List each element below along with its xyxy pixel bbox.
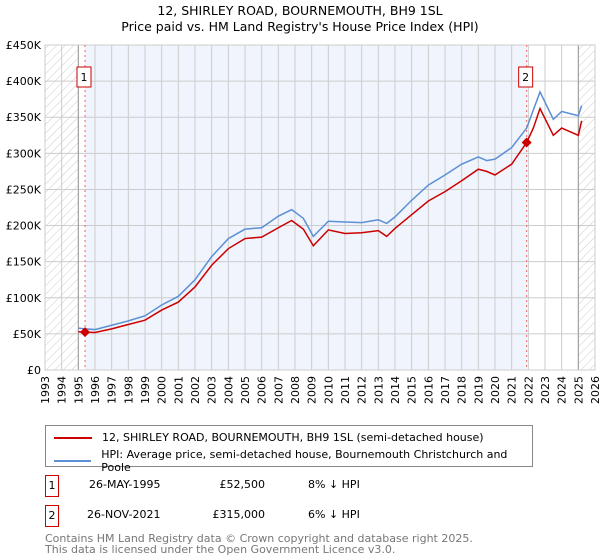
x-tick-label: 1997	[106, 376, 119, 404]
legend-swatch-blue	[54, 460, 92, 462]
x-tick-label: 2000	[156, 376, 169, 404]
y-tick-label: £100K	[6, 292, 42, 305]
y-tick-label: £200K	[6, 220, 42, 233]
transaction-price: £52,500	[219, 478, 266, 491]
x-tick-label: 2014	[389, 376, 402, 404]
transaction-hpi: 6% ↓ HPI	[308, 508, 360, 521]
x-tick-label: 2004	[222, 376, 235, 404]
shaded-ownership-period	[85, 45, 527, 370]
x-tick-label: 2024	[556, 376, 569, 404]
sale-label: 1	[81, 71, 88, 84]
y-tick-label: £150K	[6, 256, 42, 269]
x-tick-label: 1999	[139, 376, 152, 404]
x-tick-label: 2003	[206, 376, 219, 404]
legend-swatch-red	[54, 436, 92, 439]
x-tick-label: 2009	[306, 376, 319, 404]
y-tick-label: £450K	[6, 39, 42, 52]
y-tick-label: £0	[27, 364, 41, 377]
y-tick-label: £250K	[6, 183, 42, 196]
x-tick-label: 2007	[272, 376, 285, 404]
y-tick-label: £50K	[13, 328, 42, 341]
sale-label-box	[518, 66, 534, 88]
x-tick-label: 2019	[472, 376, 485, 404]
legend-label: 12, SHIRLEY ROAD, BOURNEMOUTH, BH9 1SL (…	[102, 431, 484, 444]
legend: 12, SHIRLEY ROAD, BOURNEMOUTH, BH9 1SL (…	[45, 425, 533, 474]
x-tick-label: 2013	[372, 376, 385, 404]
transaction-price: £315,000	[212, 508, 266, 521]
price-chart: 1993 1994 1995 1996 1997 1998 1999 2000 2001 2002…	[6, 39, 600, 404]
x-tick-label: 2025	[572, 376, 585, 404]
x-tick-label: 2016	[422, 376, 435, 404]
x-tick-label: 2020	[489, 376, 502, 404]
legend-label: HPI: Average price, semi-detached house,…	[101, 448, 508, 474]
sale-point	[521, 137, 532, 148]
x-tick-label: 2001	[172, 376, 185, 404]
x-tick-label: 2017	[439, 376, 452, 404]
x-tick-label: 2015	[406, 376, 419, 404]
x-tick-label: 2006	[256, 376, 269, 404]
series-line-hpi	[78, 90, 583, 331]
x-tick-label: 1996	[89, 376, 102, 404]
y-tick-label: £350K	[6, 111, 42, 124]
x-tick-label: 1994	[56, 376, 69, 404]
x-tick-label: 2011	[339, 376, 352, 404]
x-tick-label: 2018	[456, 376, 469, 404]
sale-point	[80, 327, 90, 338]
transaction-marker: 1	[45, 475, 59, 497]
transaction-date: 26-NOV-2021	[87, 508, 161, 521]
x-tick-label: 2002	[189, 376, 202, 404]
transaction-hpi: 8% ↓ HPI	[308, 478, 360, 491]
x-tick-label: 1998	[122, 376, 135, 404]
y-tick-label: £300K	[6, 147, 42, 160]
transaction-date: 26-MAY-1995	[89, 478, 161, 491]
legend-item-hpi: HPI: Average price, semi-detached house,…	[54, 448, 532, 474]
x-tick-label: 2023	[539, 376, 552, 404]
chart-subtitle: Price paid vs. HM Land Registry's House …	[121, 19, 479, 34]
legend-item-property: 12, SHIRLEY ROAD, BOURNEMOUTH, BH9 1SL (…	[54, 431, 484, 444]
hatched-region-after	[578, 45, 595, 370]
y-tick-label: £400K	[6, 75, 42, 88]
x-tick-label: 2010	[322, 376, 335, 404]
transaction-marker: 2	[45, 505, 59, 527]
x-tick-label: 2026	[589, 376, 600, 404]
footer-licence: This data is licensed under the Open Gov…	[45, 543, 396, 556]
x-tick-label: 2022	[522, 376, 535, 404]
x-tick-label: 2005	[239, 376, 252, 404]
x-tick-label: 1995	[72, 376, 85, 404]
x-tick-label: 2021	[506, 376, 519, 404]
series-line-property	[78, 106, 583, 334]
footer-copyright: Contains HM Land Registry data © Crown c…	[45, 532, 473, 545]
transaction-row: 2 26-NOV-2021 £315,000 6% ↓ HPI	[45, 505, 445, 527]
sale-label-box	[76, 66, 92, 88]
chart-title: 12, SHIRLEY ROAD, BOURNEMOUTH, BH9 1SL	[157, 3, 443, 18]
sale-label: 2	[522, 71, 529, 84]
plot-border	[44, 44, 596, 371]
x-tick-label: 2012	[356, 376, 369, 404]
transaction-row: 1 26-MAY-1995 £52,500 8% ↓ HPI	[45, 475, 445, 497]
x-tick-label: 2008	[289, 376, 302, 404]
x-tick-label: 1993	[39, 376, 52, 404]
